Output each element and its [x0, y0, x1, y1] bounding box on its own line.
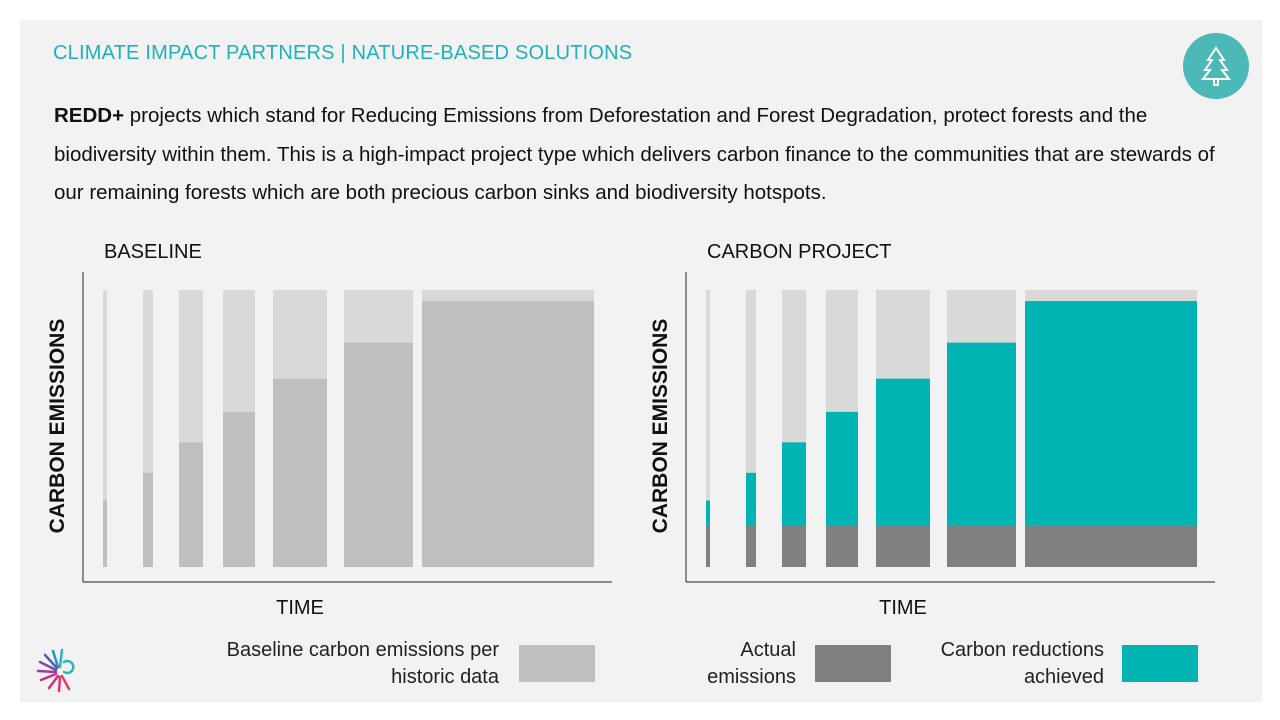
y-axis-label: CARBON EMISSIONS [649, 318, 672, 534]
bar [1025, 301, 1197, 526]
x-axis-label: TIME [879, 597, 927, 619]
bar [876, 525, 930, 567]
y-axis-label: CARBON EMISSIONS [46, 318, 69, 534]
bar-background [103, 290, 107, 567]
bar [143, 472, 153, 567]
logo [36, 648, 75, 693]
bar [826, 411, 858, 526]
tree-icon-bg [1183, 33, 1249, 99]
bar-background [746, 290, 756, 567]
header-title: CLIMATE IMPACT PARTNERS | NATURE-BASED S… [53, 42, 633, 64]
bar-background [143, 290, 153, 567]
legend-swatch [815, 645, 891, 682]
bar [876, 378, 930, 526]
chart-title: CARBON PROJECT [707, 241, 892, 263]
bar [947, 525, 1016, 567]
intro-text: projects which stand for Reducing Emissi… [54, 104, 1215, 204]
legend-swatch [1122, 645, 1198, 682]
legend-label: Baseline carbon emissions per historic d… [226, 639, 499, 688]
bar [746, 525, 756, 567]
legend-label: Carbon reductions achieved [940, 639, 1104, 688]
x-axis-label: TIME [276, 597, 324, 619]
legend-swatch [519, 645, 595, 682]
bar [103, 500, 107, 567]
bar [746, 472, 756, 526]
bar-background [706, 290, 710, 567]
chart-title: BASELINE [104, 241, 202, 263]
bar [826, 525, 858, 567]
intro-paragraph: REDD+ projects which stand for Reducing … [54, 97, 1219, 213]
legend-label: Actual emissions [707, 639, 796, 688]
bar [223, 411, 255, 567]
tree-icon [1200, 46, 1232, 86]
bar [422, 301, 594, 567]
bar [706, 525, 710, 567]
intro-bold: REDD+ [54, 104, 125, 127]
bar [782, 442, 806, 526]
bar [273, 378, 327, 567]
bar [344, 342, 413, 567]
bar [947, 342, 1016, 526]
bar [179, 442, 203, 567]
bar [706, 500, 710, 526]
bar [782, 525, 806, 567]
bar [1025, 525, 1197, 567]
